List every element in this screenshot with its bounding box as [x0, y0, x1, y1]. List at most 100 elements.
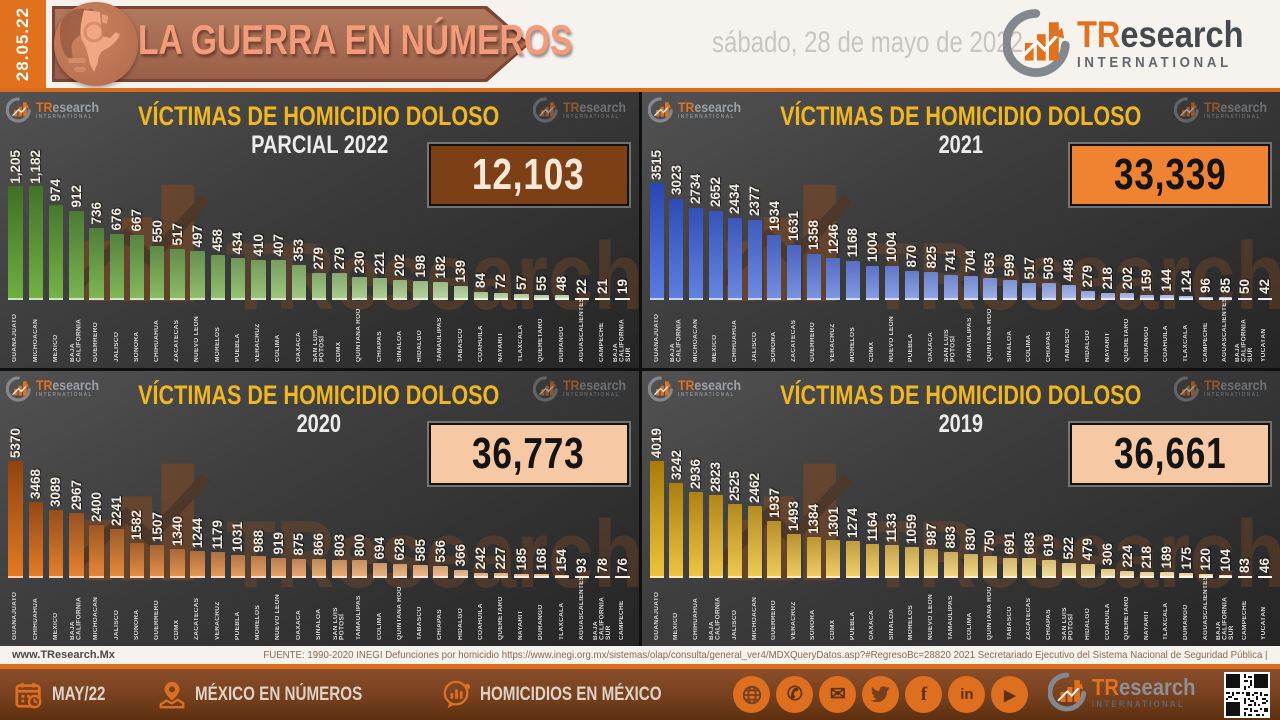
chart-2020: TResearch TResearch INTERNATIONAL	[0, 370, 639, 646]
bar-chiapas: 221 CHIAPAS	[372, 251, 388, 362]
bar-puebla: 1274 PUEBLA	[845, 507, 861, 640]
bar-guerrero: 1358 GUERRERO	[805, 220, 821, 362]
linkedin-icon[interactable]: in	[948, 676, 986, 713]
tresearch-logo-icon	[532, 375, 558, 402]
globe-icon[interactable]	[733, 676, 771, 713]
bar-puebla: 1031 PUEBLA	[230, 521, 246, 640]
bar-zacatecas: 517 ZACATECAS	[169, 222, 186, 362]
brand-rest: esearch	[693, 377, 741, 394]
tresearch-logo-icon	[532, 97, 558, 123]
bar-baja-california: 912 BAJA CALIFORNIA	[68, 184, 85, 362]
total-box: 36,661	[1070, 422, 1270, 485]
email-icon[interactable]: ✉	[819, 676, 857, 713]
title-banner	[52, 6, 530, 82]
bar-méxico: 3242 MÉXICO	[668, 449, 684, 640]
bar-oaxaca: 1164 OAXACA	[864, 511, 880, 640]
bar-coahuila: 144 COAHUILA	[1158, 268, 1174, 362]
bar-jalisco: 676 JALISCO	[109, 207, 125, 362]
brand-tr: TR	[1076, 14, 1121, 55]
brand-sub: INTERNATIONAL	[677, 113, 735, 120]
charts-grid: TResearch TResearch INTERNATIONAL	[0, 88, 1280, 646]
chart-parcial-2022: TResearch TResearch INTERNATIONAL	[0, 92, 639, 368]
total-value: 36,661	[1113, 428, 1227, 478]
bar-hidalgo: 366 HIDALGO	[453, 544, 469, 640]
date-strip: 28.05.22	[0, 0, 46, 88]
bar-nayarit: 72 NAYARIT	[493, 274, 509, 362]
bar-sinaloa: 1133 SINALOA	[884, 512, 900, 640]
bar-baja-california-sur: 50 BAJA CALIFORNIA SUR	[1235, 279, 1255, 362]
bar-zacatecas: 1244 ZACATECAS	[189, 517, 206, 640]
bar-tabasco: 585 TABASCO	[412, 539, 429, 640]
tresearch-logo-corner: TResearch INTERNATIONAL	[647, 375, 750, 407]
brand-tr: TR	[677, 377, 694, 394]
brand-rest: esearch	[579, 377, 626, 394]
bar-puebla: 434 PUEBLA	[230, 231, 246, 362]
tresearch-logo-corner: TResearch INTERNATIONAL	[532, 375, 635, 407]
bar-colima: 407 COLIMA	[270, 233, 287, 362]
bar-durango: 159 DURANGO	[1139, 268, 1155, 362]
chart-subtitle: 2019	[938, 409, 984, 438]
bar-colima: 694 COLIMA	[372, 537, 388, 640]
bar-chiapas: 536 CHIAPAS	[432, 540, 449, 640]
bar-zacatecas: 1631 ZACATECAS	[786, 211, 802, 362]
facebook-icon[interactable]: f	[905, 676, 943, 713]
bar-campeche: 76 CAMPECHE	[614, 557, 631, 640]
bar-coahuila: 242 COAHUILA	[473, 547, 489, 640]
bar-aguascalientes: 85 AGUASCALIENTES	[1217, 278, 1233, 362]
bar-guerrero: 1937 GUERRERO	[766, 487, 782, 640]
youtube-icon[interactable]: ▶	[991, 676, 1029, 713]
bar-durango: 48 DURANGO	[554, 276, 570, 362]
footer-bar: MAY/22 MÉXICO EN NÚMEROS	[0, 664, 1280, 720]
tresearch-logo-corner: TResearch INTERNATIONAL	[1174, 375, 1276, 407]
bar-yucatán: 46 YUCATÁN	[1256, 557, 1272, 640]
bar-nayarit: 185 NAYARIT	[513, 548, 530, 640]
total-box: 33,339	[1070, 144, 1270, 206]
chart-2019: TResearch TResearch INTERNATIONAL	[641, 370, 1280, 646]
bar-cdmx: 279 CDMX	[331, 246, 348, 362]
bar-tlaxcala: 57 TLAXCALA	[513, 275, 530, 362]
bar-sinaloa: 202 SINALOA	[392, 253, 408, 362]
nav-homicidios-en-mexico: HOMICIDIOS EN MÉXICO	[442, 680, 707, 710]
bar-aguascalientes: 120 AGUASCALIENTES	[1198, 548, 1214, 640]
chart-subtitle: 2020	[297, 409, 342, 438]
bar-jalisco: 2241 JALISCO	[109, 495, 125, 640]
brand-tr: TR	[1092, 673, 1120, 700]
bar-guanajuato: 4019 GUANAJUATO	[649, 428, 665, 640]
bar-sinaloa: 866 SINALOA	[311, 533, 327, 640]
bar-nuevo-león: 987 NUEVO LEÓN	[923, 523, 939, 640]
bar-chihuahua: 550 CHIHUAHUA	[149, 219, 165, 362]
bar-baja-california: 2823 BAJA CALIFORNIA	[707, 461, 723, 640]
total-value: 12,103	[472, 150, 585, 199]
bar-tlaxcala: 189 TLAXCALA	[1158, 546, 1174, 640]
brand-tr: TR	[1204, 98, 1221, 115]
bar-méxico: 2652 MÉXICO	[707, 177, 723, 362]
bar-tlaxcala: 154 TLAXCALA	[554, 549, 570, 640]
bar-campeche: 96 CAMPECHE	[1198, 278, 1214, 362]
bar-veracruz: 1246 VERACRUZ	[825, 224, 841, 362]
bar-aguascalientes: 93 AGUASCALIENTES	[574, 557, 590, 640]
tresearch-logo-icon	[1174, 375, 1200, 402]
bar-michoacán: 1,182 MICHOACÁN	[28, 149, 44, 362]
bar-méxico: 974 MÉXICO	[48, 178, 64, 362]
bar-campeche: 21 CAMPECHE	[594, 279, 611, 362]
bar-nuevo-león: 497 NUEVO LEÓN	[189, 224, 206, 362]
bar-chiapas: 503 CHIAPAS	[1041, 256, 1057, 362]
bar-baja-california-sur: 19 BAJA CALIFORNIA SUR	[612, 279, 632, 362]
bar-nuevo-león: 1004 NUEVO LEÓN	[884, 232, 900, 362]
bar-coahuila: 84 COAHUILA	[473, 273, 489, 362]
bar-san-luis-potosí: 279 SAN LUIS POTOSÍ	[311, 246, 327, 362]
bar-michoacán: 2462 MICHOACÁN	[747, 472, 763, 640]
chart-2021: TResearch TResearch INTERNATIONAL	[641, 92, 1280, 368]
bar-chiapas: 619 CHIAPAS	[1041, 534, 1057, 640]
website-url: www.TResearch.Mx	[12, 649, 115, 661]
brand-sub: INTERNATIONAL	[1204, 392, 1262, 399]
bar-sinaloa: 599 SINALOA	[1002, 253, 1018, 362]
chart-title: VÍCTIMAS DE HOMICIDIO DOLOSO	[138, 101, 500, 131]
bar-veracruz: 1493 VERACRUZ	[786, 500, 802, 640]
twitter-icon[interactable]	[862, 676, 900, 713]
brand-sub: INTERNATIONAL	[36, 113, 93, 120]
calendar-icon	[15, 682, 42, 708]
bar-oaxaca: 353 OAXACA	[291, 238, 307, 362]
whatsapp-icon[interactable]: ✆	[776, 676, 814, 713]
